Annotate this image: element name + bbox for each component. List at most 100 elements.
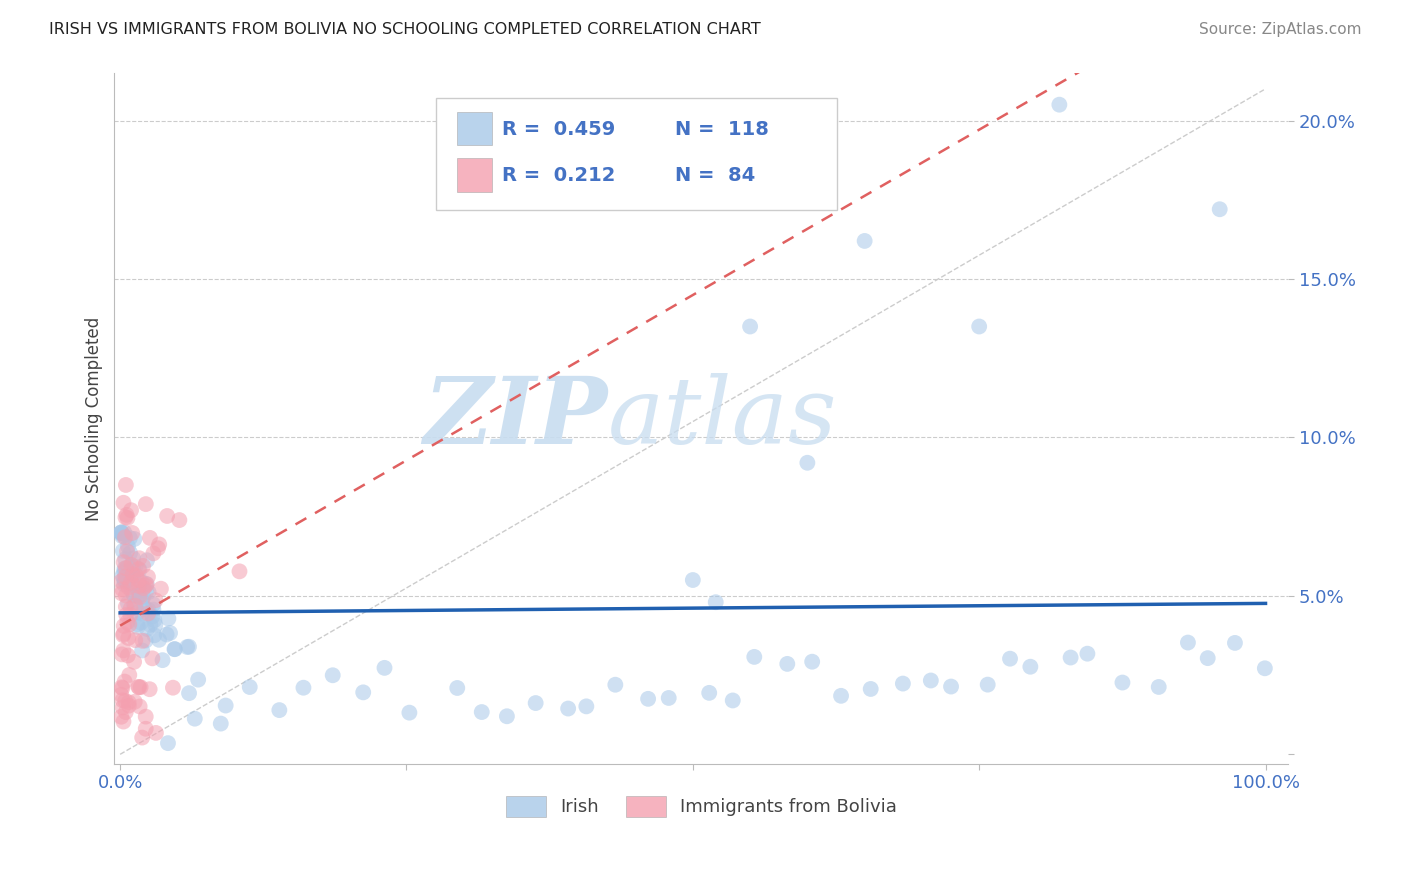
Point bbox=[115, 478, 138, 492]
Text: Source: ZipAtlas.com: Source: ZipAtlas.com bbox=[1198, 22, 1361, 37]
Point bbox=[112, 565, 135, 579]
Point bbox=[156, 508, 179, 523]
Point bbox=[111, 529, 134, 543]
Point bbox=[114, 694, 136, 708]
Point bbox=[796, 456, 818, 470]
Point bbox=[146, 541, 169, 556]
Point bbox=[135, 497, 157, 511]
Point bbox=[129, 615, 152, 630]
Point bbox=[143, 613, 166, 627]
Point bbox=[111, 582, 134, 597]
Point bbox=[112, 572, 135, 586]
Point bbox=[112, 528, 135, 542]
Point bbox=[1177, 635, 1199, 649]
Point bbox=[1047, 97, 1070, 112]
Point bbox=[118, 668, 141, 682]
Point bbox=[920, 673, 942, 688]
Point bbox=[124, 560, 146, 574]
Point bbox=[127, 606, 149, 620]
Point bbox=[228, 565, 250, 579]
Point bbox=[135, 577, 157, 591]
Point bbox=[121, 558, 143, 572]
Point bbox=[124, 695, 146, 709]
Point bbox=[110, 526, 132, 541]
Point bbox=[1209, 202, 1232, 217]
Point bbox=[118, 531, 141, 545]
Point bbox=[575, 699, 598, 714]
Point bbox=[118, 695, 141, 709]
Point bbox=[128, 589, 150, 603]
Point bbox=[120, 607, 142, 622]
Point bbox=[117, 596, 139, 610]
Point bbox=[352, 685, 374, 699]
Point bbox=[142, 597, 165, 611]
Point bbox=[111, 700, 134, 714]
Text: R =  0.212: R = 0.212 bbox=[502, 166, 616, 186]
Point bbox=[169, 513, 191, 527]
Point bbox=[117, 615, 139, 630]
Point bbox=[658, 690, 681, 705]
Point bbox=[496, 709, 519, 723]
Point bbox=[131, 731, 153, 745]
Text: N =  118: N = 118 bbox=[675, 120, 769, 139]
Point bbox=[557, 701, 579, 715]
Point bbox=[117, 574, 139, 588]
Point bbox=[446, 681, 468, 695]
Point bbox=[136, 607, 159, 621]
Point bbox=[1147, 680, 1170, 694]
Point bbox=[136, 570, 159, 584]
Point bbox=[742, 649, 765, 664]
Point bbox=[939, 680, 962, 694]
Point bbox=[135, 577, 157, 591]
Point bbox=[145, 726, 167, 740]
Point bbox=[1059, 650, 1081, 665]
Point bbox=[110, 680, 132, 694]
Legend: Irish, Immigrants from Bolivia: Irish, Immigrants from Bolivia bbox=[499, 789, 904, 824]
Point bbox=[122, 560, 145, 574]
Text: ZIP: ZIP bbox=[423, 374, 607, 464]
Point bbox=[157, 611, 180, 625]
Point bbox=[121, 569, 143, 583]
Point bbox=[121, 526, 143, 541]
Text: N =  84: N = 84 bbox=[675, 166, 755, 186]
Point bbox=[112, 643, 135, 657]
Point bbox=[127, 680, 149, 694]
Point bbox=[114, 674, 136, 689]
Point bbox=[830, 689, 852, 703]
Point bbox=[176, 640, 198, 654]
Point bbox=[139, 531, 162, 545]
Point bbox=[801, 655, 824, 669]
Point bbox=[134, 600, 156, 615]
Point bbox=[209, 716, 232, 731]
Point bbox=[111, 681, 134, 695]
Point bbox=[131, 633, 153, 648]
Point bbox=[114, 574, 136, 589]
Point bbox=[135, 584, 157, 599]
Point bbox=[141, 651, 163, 665]
Point bbox=[143, 618, 166, 632]
Point bbox=[125, 568, 148, 582]
Point bbox=[1019, 659, 1042, 673]
Point bbox=[117, 511, 139, 525]
Point bbox=[215, 698, 238, 713]
Point bbox=[124, 633, 146, 648]
Point bbox=[138, 603, 160, 617]
Point bbox=[967, 319, 990, 334]
Point bbox=[149, 582, 172, 596]
Point bbox=[128, 579, 150, 593]
Point bbox=[114, 570, 136, 584]
Point bbox=[139, 618, 162, 632]
Point bbox=[152, 653, 174, 667]
Point bbox=[239, 680, 262, 694]
Point bbox=[128, 680, 150, 694]
Point bbox=[111, 568, 134, 582]
Point bbox=[125, 580, 148, 594]
Text: IRISH VS IMMIGRANTS FROM BOLIVIA NO SCHOOLING COMPLETED CORRELATION CHART: IRISH VS IMMIGRANTS FROM BOLIVIA NO SCHO… bbox=[49, 22, 761, 37]
Point bbox=[112, 577, 135, 591]
Point bbox=[136, 622, 159, 636]
Point bbox=[163, 642, 186, 657]
Point bbox=[471, 705, 494, 719]
Point bbox=[156, 627, 179, 641]
Point bbox=[122, 598, 145, 612]
Point bbox=[131, 643, 153, 657]
